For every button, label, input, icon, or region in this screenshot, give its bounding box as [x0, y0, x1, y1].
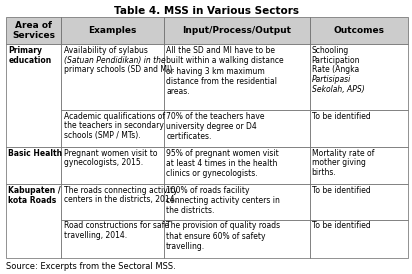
Bar [309, 220, 408, 258]
Bar [164, 17, 309, 44]
Text: Availability of sylabus: Availability of sylabus [64, 46, 147, 55]
Bar [164, 220, 309, 258]
Text: Academic qualifications of: Academic qualifications of [64, 112, 165, 121]
Bar [6, 184, 61, 258]
Text: Area of
Services: Area of Services [12, 21, 55, 40]
Text: Road constructions for safe: Road constructions for safe [64, 221, 169, 230]
Text: Participation: Participation [312, 56, 360, 65]
Text: Basic Health: Basic Health [8, 149, 62, 158]
Bar [164, 110, 309, 147]
Text: The roads connecting activity: The roads connecting activity [64, 185, 177, 195]
Text: Pregnant women visit to: Pregnant women visit to [64, 149, 157, 158]
Text: Examples: Examples [89, 26, 137, 35]
Bar [61, 184, 164, 220]
Text: Sekolah, APS): Sekolah, APS) [312, 85, 365, 94]
Text: (Satuan Pendidikan) in the: (Satuan Pendidikan) in the [64, 56, 166, 65]
Text: Partisipasi: Partisipasi [312, 75, 351, 84]
Bar [61, 44, 164, 110]
Text: Source: Excerpts from the Sectoral MSS.: Source: Excerpts from the Sectoral MSS. [6, 262, 176, 271]
Bar [61, 110, 164, 147]
Bar [309, 184, 408, 220]
Text: centers in the districts, 2014.: centers in the districts, 2014. [64, 195, 177, 204]
Bar [309, 147, 408, 184]
Bar [164, 147, 309, 184]
Text: Primary
education: Primary education [8, 46, 52, 65]
Text: schools (SMP / MTs).: schools (SMP / MTs). [64, 131, 140, 140]
Text: births.: births. [312, 168, 337, 177]
Text: mother giving: mother giving [312, 158, 365, 167]
Text: All the SD and MI have to be
built within a walking distance
or having 3 km maxi: All the SD and MI have to be built withi… [166, 46, 284, 96]
Text: Kabupaten /
kota Roads: Kabupaten / kota Roads [8, 185, 61, 205]
Text: 70% of the teachers have
university degree or D4
certificates.: 70% of the teachers have university degr… [166, 112, 265, 141]
Text: The provision of quality roads
that ensure 60% of safety
travelling.: The provision of quality roads that ensu… [166, 221, 280, 251]
Bar [6, 44, 61, 147]
Text: To be identified: To be identified [312, 185, 370, 195]
Bar [61, 17, 164, 44]
Bar [61, 220, 164, 258]
Text: Mortality rate of: Mortality rate of [312, 149, 374, 158]
Text: the teachers in secondary: the teachers in secondary [64, 121, 164, 130]
Bar [309, 17, 408, 44]
Bar [309, 44, 408, 110]
Bar [164, 184, 309, 220]
Bar [309, 110, 408, 147]
Bar [164, 44, 309, 110]
Bar [6, 147, 61, 184]
Text: Outcomes: Outcomes [333, 26, 384, 35]
Text: Input/Process/Output: Input/Process/Output [182, 26, 291, 35]
Text: Schooling: Schooling [312, 46, 349, 55]
Text: To be identified: To be identified [312, 221, 370, 230]
Bar [61, 147, 164, 184]
Text: 95% of pregnant women visit
at least 4 times in the health
clinics or gynecologi: 95% of pregnant women visit at least 4 t… [166, 149, 279, 178]
Text: gynecologists, 2015.: gynecologists, 2015. [64, 158, 143, 167]
Text: Table 4. MSS in Various Sectors: Table 4. MSS in Various Sectors [113, 6, 299, 16]
Text: 100% of roads facility
connecting activity centers in
the districts.: 100% of roads facility connecting activi… [166, 185, 280, 215]
Text: primary schools (SD and MI).: primary schools (SD and MI). [64, 65, 174, 75]
Text: To be identified: To be identified [312, 112, 370, 121]
Text: Rate (Angka: Rate (Angka [312, 65, 359, 75]
Text: travelling, 2014.: travelling, 2014. [64, 231, 127, 240]
Bar [6, 17, 61, 44]
